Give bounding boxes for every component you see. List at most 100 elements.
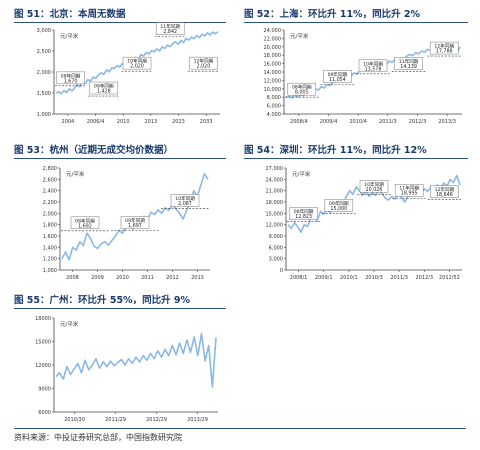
annotation-box (324, 199, 354, 212)
annotation-period: 11年同期 (399, 58, 419, 65)
x-tick-label: 2023 (172, 119, 185, 125)
unit-label: 元/平米 (290, 32, 309, 40)
y-tick-label: 1,000 (37, 112, 51, 118)
title-rule (244, 22, 468, 23)
unit-label: 元/平米 (292, 170, 311, 178)
annotation-value: 11,054 (329, 77, 346, 83)
annotation-value: 1,670 (64, 78, 78, 84)
unit-label: 元/平米 (60, 32, 79, 40)
y-tick-label: 27,000 (266, 166, 284, 172)
series-line (55, 332, 217, 388)
y-tick-label: 1,400 (43, 245, 57, 251)
annotation-value: 2,020 (197, 64, 211, 70)
y-tick-label: 18000 (35, 316, 51, 322)
y-tick-label: 3,000 (37, 28, 51, 34)
annotation-value: 18,995 (401, 191, 418, 197)
y-tick-label: 2,500 (37, 49, 51, 55)
annotation-value: 14,139 (400, 64, 417, 70)
annotation-box (122, 56, 152, 70)
annotation-period: 10年同期 (127, 58, 147, 65)
annotation-box (287, 82, 317, 96)
chart-svg-shanghai: 元/平米 4,000 6,000 8,000 10,000 12,000 14,000 16,… (264, 28, 462, 125)
x-tick-label: 2009 (91, 275, 104, 281)
chart-title: 图 53：杭州（近期无成交均价数据） (14, 145, 174, 156)
annotation-period: 08年同期 (75, 217, 95, 224)
chart-svg-shenzhen: 元/平米 0 3,000 6,000 9,000 12,000 15,000 18,000 21… (266, 166, 462, 281)
y-tick-label: 8,000 (267, 95, 281, 101)
chart-title: 图 52：上海：环比升 11%，同比升 2% (244, 9, 421, 20)
chart-panel-hangzhou: 图 53：杭州（近期无成交均价数据） 元/平米 1,000 1,200 1,400 1,… (14, 142, 226, 282)
annotation-period: 08年同期 (61, 72, 81, 79)
y-tick-label: 12,000 (264, 78, 282, 84)
x-tick-label: 2006/4 (87, 119, 105, 125)
annotation-box (359, 180, 389, 193)
annotation-period: 08年同期 (294, 208, 314, 215)
x-tick-label: 2010/4 (349, 119, 367, 125)
x-tick-label: 2008/4 (290, 119, 308, 125)
x-tick-label: 2010/1 (340, 275, 358, 281)
y-tick-label: 12,000 (266, 223, 284, 229)
y-tick-label: 12000 (35, 363, 51, 369)
x-tick-label: 2011/3 (390, 275, 408, 281)
annotation-value: 15,000 (330, 206, 347, 212)
y-tick-label: 6,000 (267, 104, 281, 110)
unit-label: 元/平米 (66, 170, 85, 178)
annotation-value: 20,026 (366, 187, 383, 193)
x-tick-label: 2010/30 (64, 417, 85, 423)
annotation-box (358, 59, 388, 73)
annotation-box (70, 216, 100, 230)
y-tick-label: 1,600 (43, 234, 57, 240)
x-tick-label: 2011/3 (379, 119, 397, 125)
y-tick-label: 1,800 (43, 223, 57, 229)
annotation-box (170, 194, 200, 207)
x-tick-label: 2004 (61, 119, 74, 125)
y-tick-label: 6,000 (269, 245, 283, 251)
annotation-period: 10年同期 (175, 195, 195, 202)
chart-panel-guangzhou: 图 55：广州：环比升 55%，同比升 9% 元/平米 6000 9000 12000… (14, 292, 226, 426)
chart-title: 图 54：深圳：环比升 11%，同比升 12% (244, 145, 427, 156)
y-tick-label: 18,000 (264, 53, 282, 59)
y-tick-label: 2,600 (43, 177, 57, 183)
annotation-box (394, 57, 423, 70)
annotation-box (189, 56, 218, 70)
annotation-box (323, 70, 352, 83)
title-rule (14, 22, 226, 23)
y-tick-label: 10,000 (264, 87, 282, 93)
y-tick-label: 3,000 (269, 257, 283, 263)
y-tick-label: 9,000 (269, 234, 283, 240)
annotation-box (289, 207, 318, 220)
y-tick-label: 2,400 (43, 189, 57, 195)
annotation-box (430, 185, 459, 198)
chart-title: 图 55：广州：环比升 55%，同比升 9% (14, 295, 191, 306)
x-tick-label: 2012/3 (409, 119, 427, 125)
y-tick-label: 16,000 (264, 62, 282, 68)
unit-label: 元/平米 (60, 320, 79, 328)
x-tick-label: 2013 (191, 275, 204, 281)
chart-panel-beijing: 图 51：北京：本周无数据 元/平米 1,000 1,500 2,000 2,500 3,… (14, 6, 226, 125)
y-tick-label: 21,000 (266, 189, 284, 195)
y-tick-label: 18,000 (266, 200, 284, 206)
annotation-period: 09年同期 (94, 83, 114, 90)
annotation-period: 09年同期 (328, 71, 348, 78)
chart-svg-hangzhou: 元/平米 1,000 1,200 1,400 1,600 1,800 2,000 2,200 2… (43, 166, 210, 281)
annotation-period: 12年同期 (194, 58, 214, 65)
chart-svg-beijing: 元/平米 1,000 1,500 2,000 2,500 3,000 2004 2006/4 2… (37, 22, 220, 125)
y-tick-label: 2,000 (37, 70, 51, 76)
annotation-box (155, 22, 185, 35)
annotation-value: 13,578 (365, 66, 382, 72)
x-tick-label: 2012/52 (439, 275, 460, 281)
annotation-period: 11年同期 (160, 23, 180, 30)
x-tick-label: 2011 (141, 275, 154, 281)
x-tick-label: 2008/1 (290, 275, 308, 281)
x-tick-label: 2009/4 (320, 119, 338, 125)
chart-title: 图 51：北京：本周无数据 (14, 9, 126, 20)
annotation-box (56, 71, 85, 85)
source-note: 资料来源：中投证券研究总部，中国指数研究院 (14, 433, 182, 442)
annotation-box (394, 183, 424, 197)
x-tick-label: 2033 (200, 119, 213, 125)
annotation-period: 10年同期 (363, 60, 383, 67)
y-tick-label: 1,000 (43, 268, 57, 274)
annotation-value: 2,087 (178, 201, 192, 207)
annotation-box (89, 81, 119, 95)
chart-panel-shenzhen: 图 54：深圳：环比升 11%，同比升 12% 元/平米 0 3,000 6,000 9… (244, 142, 468, 282)
